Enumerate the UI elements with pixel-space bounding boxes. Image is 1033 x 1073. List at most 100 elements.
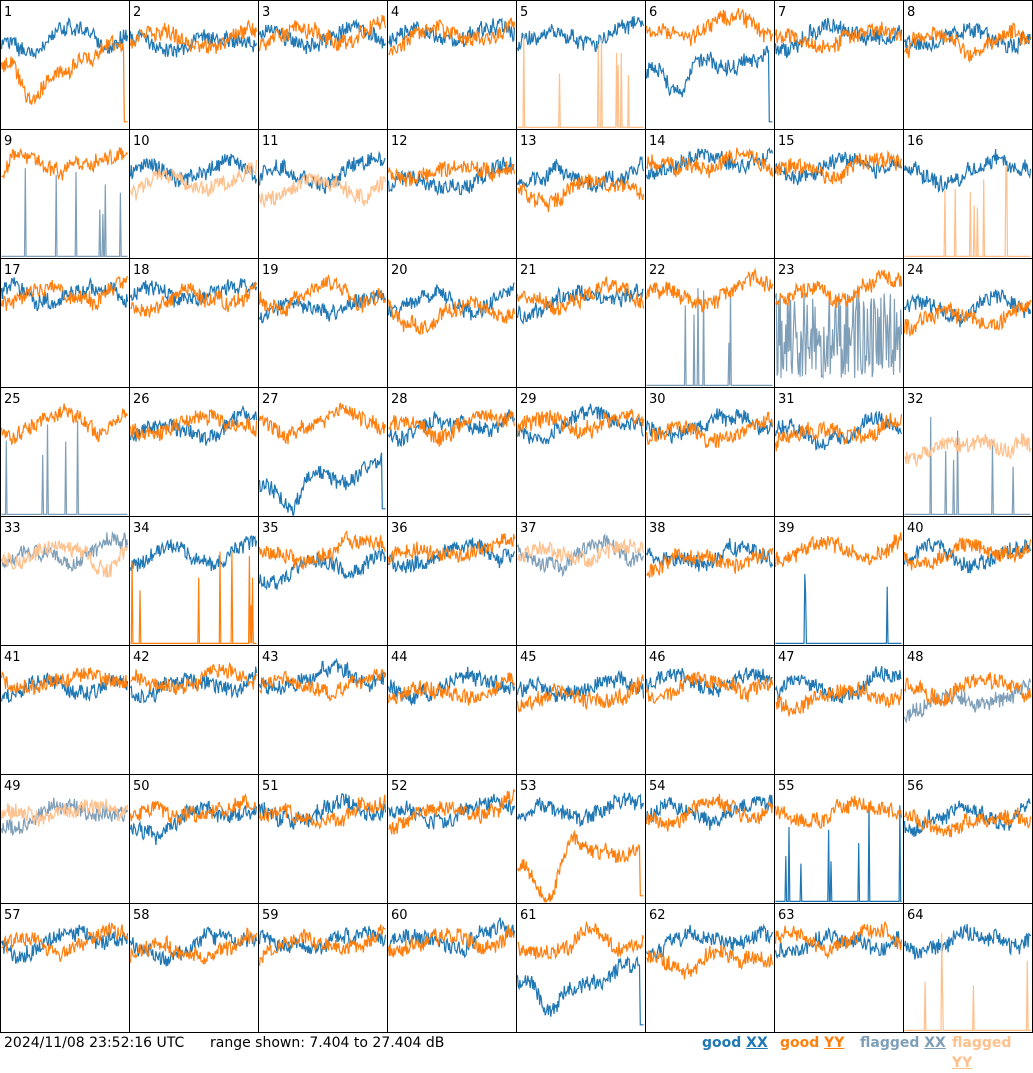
range-label: range shown: 7.404 to 27.404 dB bbox=[210, 1035, 445, 1051]
panel-number: 2 bbox=[133, 5, 141, 20]
panel-number: 46 bbox=[649, 650, 666, 665]
panel-frame bbox=[0, 129, 130, 259]
panel-frame bbox=[774, 516, 904, 646]
series-yy bbox=[646, 147, 774, 179]
panel-16: 16 bbox=[903, 129, 1033, 259]
series-yy bbox=[516, 673, 645, 714]
panel-13: 13 bbox=[516, 129, 646, 259]
panel-64: 64 bbox=[903, 903, 1033, 1033]
series-yy bbox=[517, 173, 645, 213]
panel-number: 10 bbox=[133, 134, 150, 149]
series-xx bbox=[903, 924, 1032, 960]
panel-24: 24 bbox=[903, 258, 1033, 388]
series-yy bbox=[387, 160, 516, 188]
panel-number: 50 bbox=[133, 779, 150, 794]
series-xx bbox=[904, 416, 1031, 515]
series-xx bbox=[516, 792, 645, 828]
panel-frame bbox=[387, 516, 517, 646]
series-xx bbox=[645, 45, 773, 123]
series-xx bbox=[645, 538, 774, 572]
series-xx bbox=[129, 29, 258, 58]
series-yy bbox=[774, 795, 903, 829]
legend-flagged-yy: flagged YY bbox=[952, 1035, 1012, 1071]
series-yy bbox=[903, 22, 1032, 64]
series-yy bbox=[645, 411, 774, 449]
series-yy bbox=[129, 159, 258, 201]
panel-frame bbox=[129, 387, 259, 517]
series-yy bbox=[645, 671, 774, 704]
series-xx bbox=[0, 924, 129, 964]
panel-15: 15 bbox=[774, 129, 904, 259]
panel-60: 60 bbox=[387, 903, 517, 1033]
panel-frame bbox=[774, 0, 904, 130]
series-yy bbox=[258, 402, 387, 445]
panel-frame bbox=[387, 258, 517, 388]
panel-6: 6 bbox=[645, 0, 775, 130]
panel-48: 48 bbox=[903, 645, 1033, 775]
series-yy bbox=[775, 680, 903, 717]
panel-number: 9 bbox=[4, 134, 12, 149]
panel-56: 56 bbox=[903, 774, 1033, 904]
panel-number: 3 bbox=[262, 5, 270, 20]
panel-number: 41 bbox=[4, 650, 21, 665]
panel-frame bbox=[0, 0, 130, 130]
panel-41: 41 bbox=[0, 645, 130, 775]
panel-19: 19 bbox=[258, 258, 388, 388]
series-xx bbox=[258, 548, 387, 591]
footer: 2024/11/08 23:52:16 UTC range shown: 7.4… bbox=[0, 1033, 1033, 1071]
series-xx bbox=[1, 420, 128, 515]
panel-number: 49 bbox=[4, 779, 21, 794]
panel-number: 47 bbox=[778, 650, 795, 665]
panel-10: 10 bbox=[129, 129, 259, 259]
series-xx bbox=[903, 148, 1032, 194]
panel-number: 22 bbox=[649, 263, 666, 278]
panel-number: 61 bbox=[520, 908, 537, 923]
panel-number: 54 bbox=[649, 779, 666, 794]
series-yy bbox=[0, 275, 129, 311]
panel-37: 37 bbox=[516, 516, 646, 646]
series-yy bbox=[774, 532, 903, 568]
panel-46: 46 bbox=[645, 645, 775, 775]
panel-2: 2 bbox=[129, 0, 259, 130]
panel-number: 6 bbox=[649, 5, 657, 20]
panel-23: 23 bbox=[774, 258, 904, 388]
panel-5: 5 bbox=[516, 0, 646, 130]
series-yy bbox=[130, 551, 257, 644]
panel-50: 50 bbox=[129, 774, 259, 904]
panel-number: 11 bbox=[262, 134, 279, 149]
panel-18: 18 bbox=[129, 258, 259, 388]
series-yy bbox=[1, 147, 129, 181]
panel-39: 39 bbox=[774, 516, 904, 646]
series-yy bbox=[646, 547, 774, 578]
panel-57: 57 bbox=[0, 903, 130, 1033]
series-yy bbox=[258, 172, 387, 208]
panel-frame bbox=[387, 645, 517, 775]
panel-frame bbox=[0, 645, 130, 775]
series-yy bbox=[645, 267, 774, 313]
panel-frame bbox=[645, 129, 775, 259]
series-xx bbox=[516, 669, 645, 703]
series-yy bbox=[0, 403, 128, 446]
series-xx bbox=[129, 666, 258, 704]
series-xx bbox=[774, 292, 903, 380]
panel-4: 4 bbox=[387, 0, 517, 130]
panel-29: 29 bbox=[516, 387, 646, 517]
panel-number: 1 bbox=[4, 5, 12, 20]
series-yy bbox=[645, 793, 774, 832]
series-xx bbox=[516, 403, 644, 445]
panel-frame bbox=[0, 516, 130, 646]
series-yy bbox=[645, 7, 774, 47]
panel-22: 22 bbox=[645, 258, 775, 388]
panel-62: 62 bbox=[645, 903, 775, 1033]
series-yy bbox=[774, 921, 903, 960]
panel-number: 56 bbox=[907, 779, 924, 794]
panel-number: 33 bbox=[4, 521, 21, 536]
panel-frame bbox=[516, 645, 646, 775]
panel-49: 49 bbox=[0, 774, 130, 904]
panel-54: 54 bbox=[645, 774, 775, 904]
series-yy bbox=[388, 409, 516, 447]
series-yy bbox=[387, 295, 516, 335]
panel-61: 61 bbox=[516, 903, 646, 1033]
series-yy bbox=[904, 165, 1031, 257]
panel-31: 31 bbox=[774, 387, 904, 517]
